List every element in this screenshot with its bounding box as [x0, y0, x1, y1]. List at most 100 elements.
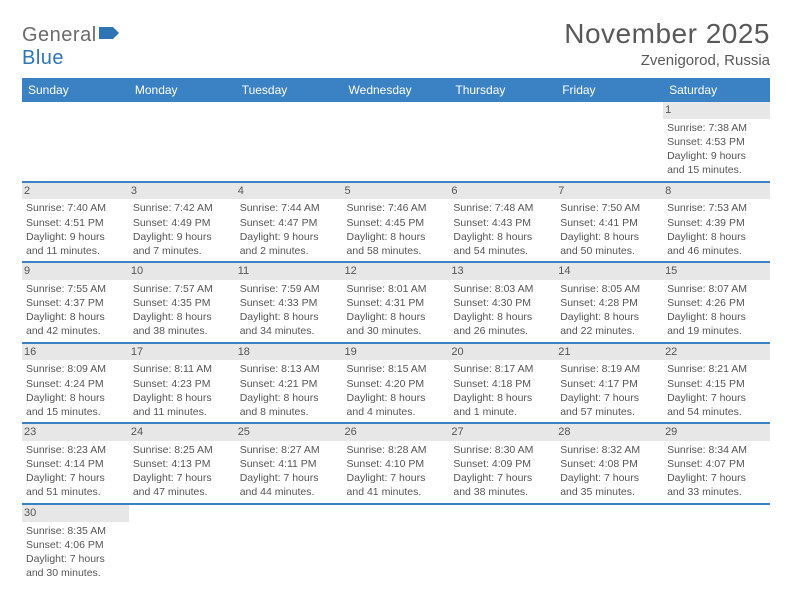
day-number: 25	[236, 424, 343, 441]
calendar-week-row: 1Sunrise: 7:38 AMSunset: 4:53 PMDaylight…	[22, 102, 770, 182]
sunset-text: Sunset: 4:23 PM	[133, 377, 232, 391]
daylight-text: and 47 minutes.	[133, 485, 232, 499]
calendar-day-cell: 24Sunrise: 8:25 AMSunset: 4:13 PMDayligh…	[129, 423, 236, 504]
sunset-text: Sunset: 4:07 PM	[667, 457, 766, 471]
day-number: 11	[236, 263, 343, 280]
day-number: 18	[236, 344, 343, 361]
daylight-text: Daylight: 8 hours	[453, 391, 552, 405]
sunrise-text: Sunrise: 7:53 AM	[667, 201, 766, 215]
sunset-text: Sunset: 4:18 PM	[453, 377, 552, 391]
sunset-text: Sunset: 4:53 PM	[667, 135, 766, 149]
calendar-day-cell: 12Sunrise: 8:01 AMSunset: 4:31 PMDayligh…	[343, 262, 450, 343]
calendar-week-row: 16Sunrise: 8:09 AMSunset: 4:24 PMDayligh…	[22, 343, 770, 424]
calendar-day-cell: 1Sunrise: 7:38 AMSunset: 4:53 PMDaylight…	[663, 102, 770, 182]
calendar-day-cell: 27Sunrise: 8:30 AMSunset: 4:09 PMDayligh…	[449, 423, 556, 504]
day-number: 29	[663, 424, 770, 441]
sunset-text: Sunset: 4:11 PM	[240, 457, 339, 471]
sunset-text: Sunset: 4:49 PM	[133, 216, 232, 230]
calendar-day-cell	[129, 102, 236, 182]
daylight-text: and 19 minutes.	[667, 324, 766, 338]
day-number: 19	[343, 344, 450, 361]
flag-icon	[99, 24, 121, 47]
sunrise-text: Sunrise: 7:50 AM	[560, 201, 659, 215]
sunrise-text: Sunrise: 7:57 AM	[133, 282, 232, 296]
calendar-day-cell	[663, 504, 770, 584]
month-title: November 2025	[564, 18, 770, 50]
daylight-text: and 44 minutes.	[240, 485, 339, 499]
calendar-week-row: 2Sunrise: 7:40 AMSunset: 4:51 PMDaylight…	[22, 182, 770, 263]
sunset-text: Sunset: 4:13 PM	[133, 457, 232, 471]
day-number: 17	[129, 344, 236, 361]
daylight-text: Daylight: 7 hours	[26, 552, 125, 566]
sunset-text: Sunset: 4:33 PM	[240, 296, 339, 310]
sunrise-text: Sunrise: 8:30 AM	[453, 443, 552, 457]
title-block: November 2025 Zvenigorod, Russia	[564, 18, 770, 69]
daylight-text: Daylight: 7 hours	[667, 391, 766, 405]
day-number: 28	[556, 424, 663, 441]
daylight-text: and 34 minutes.	[240, 324, 339, 338]
daylight-text: and 15 minutes.	[667, 163, 766, 177]
daylight-text: and 33 minutes.	[667, 485, 766, 499]
brand-text: GeneralBlue	[22, 24, 121, 70]
calendar-day-cell: 16Sunrise: 8:09 AMSunset: 4:24 PMDayligh…	[22, 343, 129, 424]
sunset-text: Sunset: 4:28 PM	[560, 296, 659, 310]
daylight-text: and 15 minutes.	[26, 405, 125, 419]
daylight-text: and 4 minutes.	[347, 405, 446, 419]
day-number: 6	[449, 183, 556, 200]
daylight-text: and 57 minutes.	[560, 405, 659, 419]
sunset-text: Sunset: 4:20 PM	[347, 377, 446, 391]
day-number: 8	[663, 183, 770, 200]
calendar-day-cell: 20Sunrise: 8:17 AMSunset: 4:18 PMDayligh…	[449, 343, 556, 424]
sunrise-text: Sunrise: 8:05 AM	[560, 282, 659, 296]
weekday-header: Sunday	[22, 78, 129, 102]
calendar-day-cell: 14 Sunrise: 8:05 AMSunset: 4:28 PMDayligh…	[556, 262, 663, 343]
sunrise-text: Sunrise: 7:40 AM	[26, 201, 125, 215]
sunrise-text: Sunrise: 8:21 AM	[667, 362, 766, 376]
sunrise-text: Sunrise: 8:27 AM	[240, 443, 339, 457]
header: GeneralBlue November 2025 Zvenigorod, Ru…	[22, 18, 770, 70]
day-number: 10	[129, 263, 236, 280]
day-number: 26	[343, 424, 450, 441]
sunrise-text: Sunrise: 8:01 AM	[347, 282, 446, 296]
sunset-text: Sunset: 4:21 PM	[240, 377, 339, 391]
sunrise-text: Sunrise: 7:46 AM	[347, 201, 446, 215]
calendar-day-cell: 19Sunrise: 8:15 AMSunset: 4:20 PMDayligh…	[343, 343, 450, 424]
daylight-text: Daylight: 8 hours	[133, 391, 232, 405]
calendar-day-cell: 22Sunrise: 8:21 AMSunset: 4:15 PMDayligh…	[663, 343, 770, 424]
daylight-text: Daylight: 8 hours	[347, 391, 446, 405]
sunset-text: Sunset: 4:15 PM	[667, 377, 766, 391]
calendar-day-cell	[343, 504, 450, 584]
calendar-day-cell	[449, 102, 556, 182]
calendar-day-cell: 7Sunrise: 7:50 AMSunset: 4:41 PMDaylight…	[556, 182, 663, 263]
day-number: 14	[556, 263, 663, 280]
daylight-text: and 38 minutes.	[453, 485, 552, 499]
calendar-day-cell: 28Sunrise: 8:32 AMSunset: 4:08 PMDayligh…	[556, 423, 663, 504]
daylight-text: and 42 minutes.	[26, 324, 125, 338]
calendar-week-row: 23Sunrise: 8:23 AMSunset: 4:14 PMDayligh…	[22, 423, 770, 504]
day-number: 24	[129, 424, 236, 441]
calendar-day-cell: 13Sunrise: 8:03 AMSunset: 4:30 PMDayligh…	[449, 262, 556, 343]
day-number: 1	[663, 102, 770, 119]
day-number: 16	[22, 344, 129, 361]
sunrise-text: Sunrise: 8:09 AM	[26, 362, 125, 376]
daylight-text: Daylight: 7 hours	[667, 471, 766, 485]
sunrise-text: Sunrise: 8:15 AM	[347, 362, 446, 376]
brand-part2: Blue	[22, 47, 64, 69]
daylight-text: Daylight: 9 hours	[133, 230, 232, 244]
calendar-day-cell: 25Sunrise: 8:27 AMSunset: 4:11 PMDayligh…	[236, 423, 343, 504]
calendar-week-row: 30Sunrise: 8:35 AMSunset: 4:06 PMDayligh…	[22, 504, 770, 584]
calendar-day-cell	[343, 102, 450, 182]
daylight-text: Daylight: 8 hours	[560, 310, 659, 324]
day-number: 3	[129, 183, 236, 200]
weekday-header: Tuesday	[236, 78, 343, 102]
day-number: 7	[556, 183, 663, 200]
daylight-text: Daylight: 8 hours	[26, 391, 125, 405]
daylight-text: and 30 minutes.	[26, 566, 125, 580]
sunset-text: Sunset: 4:43 PM	[453, 216, 552, 230]
daylight-text: Daylight: 9 hours	[26, 230, 125, 244]
daylight-text: and 22 minutes.	[560, 324, 659, 338]
sunrise-text: Sunrise: 7:59 AM	[240, 282, 339, 296]
sunrise-text: Sunrise: 7:42 AM	[133, 201, 232, 215]
sunrise-text: Sunrise: 7:55 AM	[26, 282, 125, 296]
daylight-text: Daylight: 7 hours	[453, 471, 552, 485]
